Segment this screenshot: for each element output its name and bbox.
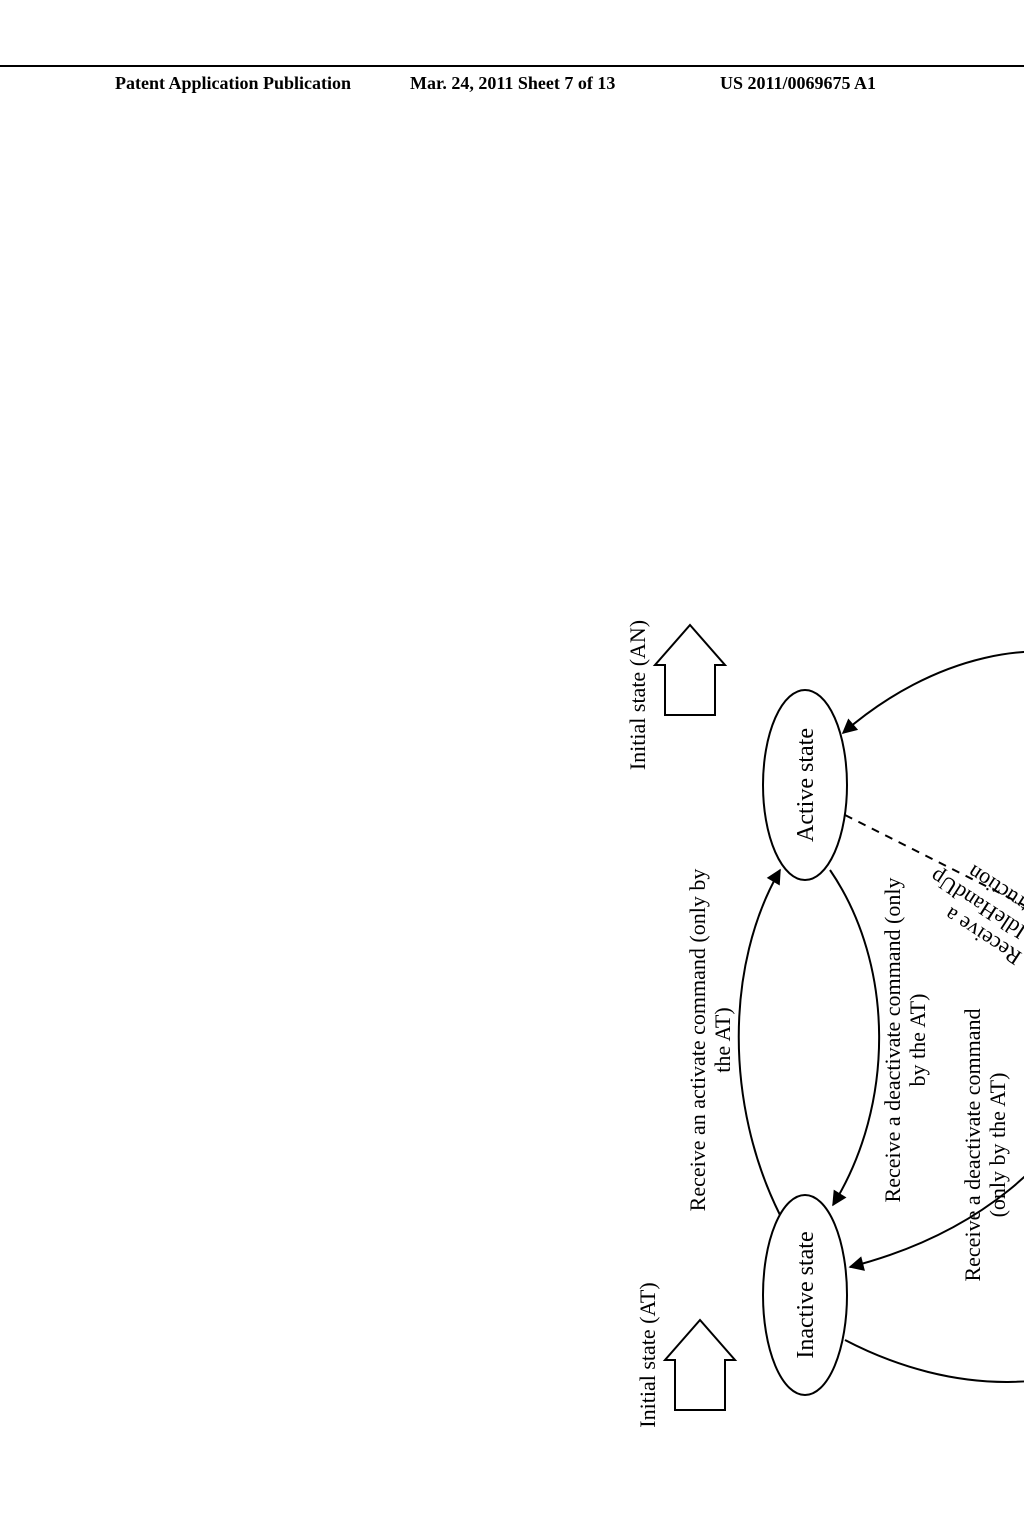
edge-ti-label-2: (only by the AT) bbox=[985, 1073, 1010, 1218]
edge-inactive-to-active bbox=[739, 870, 780, 1215]
edge-active-to-inactive bbox=[830, 870, 879, 1205]
diagram-svg: Initial state (AT) Initial state (AN) In… bbox=[605, 565, 1024, 1525]
page-header: Patent Application Publication Mar. 24, … bbox=[0, 65, 1024, 73]
header-left: Patent Application Publication bbox=[115, 73, 351, 94]
state-inactive: Inactive state bbox=[763, 1195, 847, 1395]
header-right: US 2011/0069675 A1 bbox=[720, 73, 876, 94]
edge-ai-label-2: by the AT) bbox=[905, 994, 930, 1087]
edge-ai-label-1: Receive a deactivate command (only bbox=[880, 878, 905, 1203]
initial-an-label: Initial state (AN) bbox=[625, 620, 650, 770]
state-inactive-label: Inactive state bbox=[793, 1231, 819, 1358]
initial-arrow-at: Initial state (AT) bbox=[635, 1282, 735, 1427]
state-active: Active state bbox=[763, 690, 847, 880]
edge-ti-label-1: Receive a deactivate command bbox=[960, 1008, 985, 1281]
edge-ia-label-1: Receive an activate command (only by bbox=[685, 869, 710, 1212]
state-diagram: Initial state (AT) Initial state (AN) In… bbox=[605, 565, 1024, 1525]
initial-arrow-an: Initial state (AN) bbox=[625, 620, 725, 770]
edge-ia-label-2: the AT) bbox=[710, 1007, 735, 1072]
edge-tunnel-to-active bbox=[843, 651, 1024, 900]
state-active-label: Active state bbox=[793, 728, 819, 842]
edge-at-dashed-labels: Receive a SAP.IdleHandUp instruction bbox=[912, 844, 1024, 988]
header-mid: Mar. 24, 2011 Sheet 7 of 13 bbox=[410, 73, 615, 94]
initial-at-label: Initial state (AT) bbox=[635, 1282, 660, 1427]
